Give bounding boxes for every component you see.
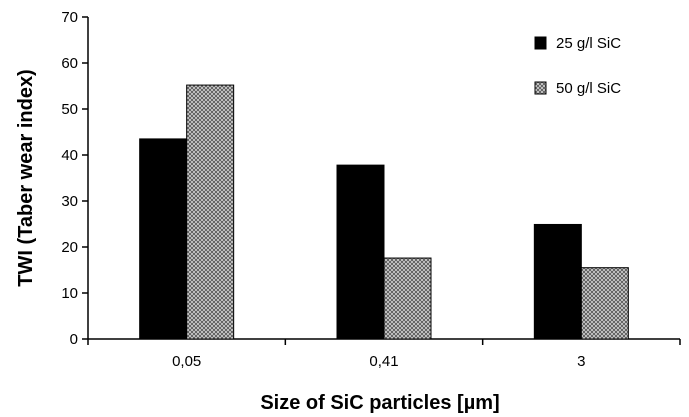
bar-50gl-0: [186, 84, 235, 340]
y-axis-title: TWI (Taber wear index): [15, 69, 37, 286]
bar-25gl-0: [139, 138, 188, 340]
y-tick-label: 10: [61, 285, 78, 302]
bars: [139, 84, 629, 340]
legend-swatch-1: [534, 81, 547, 95]
bar-25gl-1: [336, 164, 385, 340]
x-axis-title: Size of SiC particles [µm]: [260, 392, 499, 414]
bar-50gl-2: [580, 267, 629, 340]
y-tick-label: 30: [61, 193, 78, 210]
x-tick-label: 0,05: [172, 353, 201, 370]
y-axis: 0 10 20 30 40 50 60 70: [61, 9, 89, 348]
legend-swatch-0: [534, 36, 547, 50]
y-tick-label: 70: [61, 9, 78, 26]
legend-label-1: 50 g/l SiC: [556, 80, 621, 97]
x-axis: 0,05 0,41 3: [87, 338, 681, 370]
y-tick-label: 20: [61, 239, 78, 256]
legend-label-0: 25 g/l SiC: [556, 35, 621, 52]
y-tick-label: 50: [61, 101, 78, 118]
legend: 25 g/l SiC 50 g/l SiC: [534, 35, 621, 97]
y-tick-label: 40: [61, 147, 78, 164]
bar-50gl-1: [383, 257, 432, 340]
y-tick-label: 0: [70, 331, 78, 348]
x-tick-label: 3: [577, 353, 585, 370]
x-tick-label: 0,41: [369, 353, 398, 370]
y-tick-label: 60: [61, 55, 78, 72]
bar-25gl-2: [533, 223, 582, 340]
